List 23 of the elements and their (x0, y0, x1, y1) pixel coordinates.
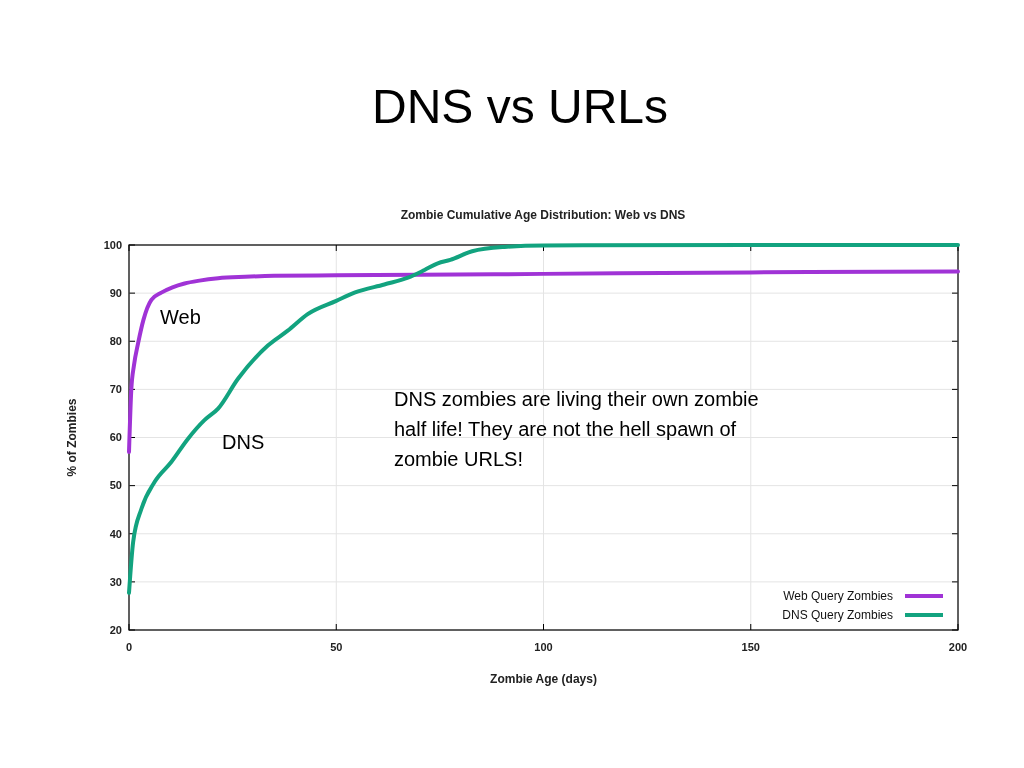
annotation: DNS zombies are living their own zombie half life! They are not the hell spawn of zombie URLS! (394, 388, 759, 470)
legend-label: Web Query Zombies (783, 589, 893, 604)
y-tick-label: 20 (109, 623, 122, 636)
legend-label: DNS Query Zombies (782, 608, 893, 623)
x-tick-label: 0 (125, 641, 133, 653)
y-axis-title: % of Zombies (65, 398, 79, 477)
x-tick-label: 150 (741, 641, 760, 653)
x-tick-label: 100 (534, 641, 553, 653)
y-tick-label: 70 (109, 383, 122, 396)
annotation: DNS (222, 431, 265, 453)
chart-title: DNS vs URLs (371, 80, 669, 133)
y-tick-label: 30 (109, 575, 122, 588)
y-tick-label: 80 (109, 335, 122, 348)
chart-subtitle: Zombie Cumulative Age Distribution: Web vs DNS (400, 208, 686, 222)
x-tick-label: 200 (948, 641, 968, 653)
y-tick-label: 100 (103, 238, 122, 251)
x-tick-label: 50 (330, 641, 343, 653)
x-axis-title: Zombie Age (days) (490, 672, 597, 686)
y-tick-label: 60 (109, 431, 122, 444)
y-tick-label: 90 (109, 286, 122, 299)
y-tick-label: 40 (109, 527, 122, 540)
y-tick-label: 50 (109, 479, 122, 492)
annotation: Web (160, 306, 201, 328)
